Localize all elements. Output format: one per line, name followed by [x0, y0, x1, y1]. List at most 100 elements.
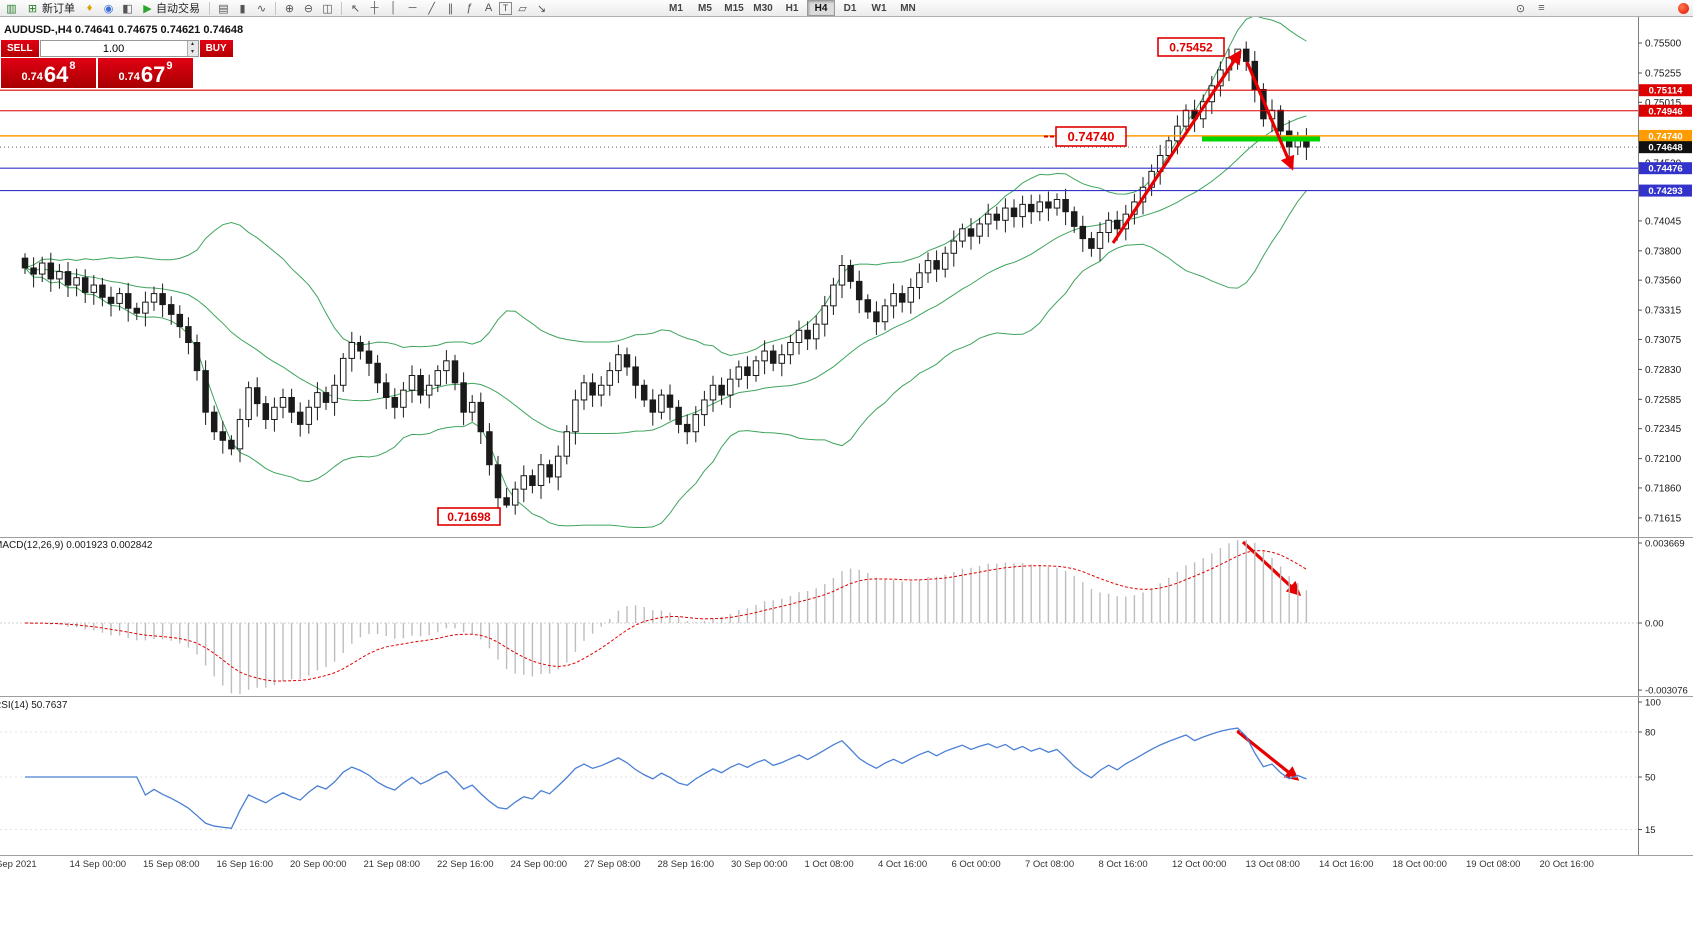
svg-text:0.71615: 0.71615 — [1645, 513, 1682, 524]
sell-price-sup: 8 — [69, 60, 76, 72]
profile-icon[interactable]: ◉ — [103, 2, 114, 15]
horizontal-lines[interactable] — [0, 89, 1638, 192]
tile-windows-icon[interactable]: ◫ — [322, 2, 333, 15]
svg-text:12 Oct 00:00: 12 Oct 00:00 — [1172, 859, 1226, 870]
svg-text:0.73800: 0.73800 — [1645, 246, 1682, 257]
timeframe-button-W1[interactable]: W1 — [871, 2, 887, 14]
auto-trading-button[interactable]: ▶ 自动交易 — [138, 1, 204, 16]
sell-price-button[interactable]: 0.74 64 8 — [1, 58, 96, 88]
svg-text:0.72585: 0.72585 — [1645, 395, 1682, 406]
svg-text:20 Sep 00:00: 20 Sep 00:00 — [290, 859, 347, 870]
sound-icon[interactable]: ◧ — [122, 2, 133, 15]
timeframe-button-M1[interactable]: M1 — [669, 2, 683, 14]
line-chart-icon[interactable]: ∿ — [256, 2, 267, 15]
svg-text:50: 50 — [1645, 773, 1656, 784]
svg-text:7 Oct 08:00: 7 Oct 08:00 — [1025, 859, 1074, 870]
svg-text:0.003669: 0.003669 — [1645, 539, 1685, 550]
status-icon[interactable] — [1678, 3, 1689, 14]
trendline-icon[interactable]: ╱ — [428, 2, 435, 15]
price-axis[interactable]: 0.755000.752550.750150.745200.740450.738… — [1638, 17, 1693, 855]
svg-text:28 Sep 16:00: 28 Sep 16:00 — [658, 859, 715, 870]
svg-text:0.74045: 0.74045 — [1645, 216, 1682, 227]
vertical-line-icon[interactable]: │ — [390, 2, 397, 14]
sell-price-prefix: 0.74 — [21, 71, 43, 83]
timeframe-button-MN[interactable]: MN — [900, 2, 916, 14]
svg-text:0.73315: 0.73315 — [1645, 306, 1682, 317]
zoom-in-icon[interactable]: ⊕ — [284, 2, 295, 15]
search-icon[interactable]: ⊙ — [1515, 2, 1526, 15]
svg-text:80: 80 — [1645, 728, 1656, 739]
svg-text:0.71698: 0.71698 — [447, 510, 491, 524]
auto-trading-label: 自动交易 — [156, 3, 200, 15]
svg-text:1 Oct 08:00: 1 Oct 08:00 — [805, 859, 854, 870]
label-icon[interactable]: T — [499, 1, 512, 15]
toolbar-right-group: ⊙ ≡ — [1512, 1, 1550, 16]
horizontal-line-icon[interactable]: ─ — [408, 2, 417, 14]
svg-text:Sep 2021: Sep 2021 — [0, 859, 37, 870]
candles — [21, 41, 1310, 515]
svg-text:0.75114: 0.75114 — [1649, 86, 1684, 97]
shapes-icon[interactable]: ▱ — [518, 2, 527, 15]
svg-text:21 Sep 08:00: 21 Sep 08:00 — [364, 859, 421, 870]
candlestick-chart-icon[interactable]: ▮ — [239, 2, 246, 15]
time-axis[interactable]: Sep 2021 14 Sep 00:00 15 Sep 08:00 16 Sep 1… — [0, 856, 1693, 873]
volume-input[interactable] — [40, 41, 187, 56]
timeframe-button-D1[interactable]: D1 — [843, 2, 857, 14]
volume-increase-button[interactable]: ▴ — [186, 41, 198, 49]
toolbar-separator — [275, 1, 276, 15]
svg-text:18 Oct 00:00: 18 Oct 00:00 — [1393, 859, 1447, 870]
svg-text:0.74293: 0.74293 — [1648, 186, 1682, 197]
green-support-band[interactable] — [1202, 136, 1320, 142]
svg-text:-0.003076: -0.003076 — [1645, 686, 1688, 697]
zoom-out-icon[interactable]: ⊖ — [303, 2, 314, 15]
buy-price-sup: 9 — [166, 60, 173, 72]
svg-text:0.00: 0.00 — [1645, 619, 1664, 630]
macd-panel[interactable] — [0, 540, 1638, 694]
list-icon[interactable]: ≡ — [1538, 2, 1545, 14]
bar-chart-icon[interactable]: ▤ — [218, 2, 229, 15]
svg-text:20 Oct 16:00: 20 Oct 16:00 — [1540, 859, 1594, 870]
volume-decrease-button[interactable]: ▾ — [186, 48, 198, 56]
svg-text:0.72345: 0.72345 — [1645, 424, 1682, 435]
rsi-panel[interactable] — [0, 727, 1638, 830]
new-order-button[interactable]: ⊞ 新订单 — [22, 1, 79, 16]
svg-text:24 Sep 00:00: 24 Sep 00:00 — [511, 859, 568, 870]
crosshair-icon[interactable]: ┼ — [370, 2, 379, 14]
macd-indicator-label: MACD(12,26,9) 0.001923 0.002842 — [0, 540, 153, 551]
price-annotations[interactable]: 0.75452 0.74740 0.71698 — [437, 37, 1225, 526]
svg-text:8 Oct 16:00: 8 Oct 16:00 — [1099, 859, 1148, 870]
chart-ohlc-title: AUDUSD-,H4 0.74641 0.74675 0.74621 0.746… — [4, 24, 244, 36]
volume-stepper: ▴ ▾ — [39, 40, 199, 57]
timeframe-button-M30[interactable]: M30 — [753, 2, 773, 14]
sell-price-big: 64 — [43, 62, 69, 87]
svg-text:19 Oct 08:00: 19 Oct 08:00 — [1466, 859, 1520, 870]
favorites-icon[interactable]: ♦ — [86, 2, 93, 14]
sell-button[interactable]: SELL — [1, 40, 39, 57]
timeframe-button-M5[interactable]: M5 — [698, 2, 712, 14]
buy-button[interactable]: BUY — [199, 40, 233, 57]
buy-price-button[interactable]: 0.74 67 9 — [98, 58, 193, 88]
toolbar-separator — [341, 1, 342, 15]
arrow-style-icon[interactable]: ↘ — [536, 2, 547, 15]
text-icon[interactable]: A — [484, 2, 493, 14]
svg-text:27 Sep 08:00: 27 Sep 08:00 — [584, 859, 641, 870]
svg-text:13 Oct 08:00: 13 Oct 08:00 — [1246, 859, 1300, 870]
svg-text:0.75500: 0.75500 — [1645, 39, 1682, 50]
channel-icon[interactable]: ∥ — [447, 2, 454, 15]
svg-text:0.74476: 0.74476 — [1648, 164, 1682, 175]
cursor-icon[interactable]: ↖ — [350, 2, 361, 15]
price-panel[interactable] — [0, 15, 1638, 529]
timeframe-button-H4[interactable]: H4 — [807, 0, 835, 16]
buy-price-prefix: 0.74 — [118, 71, 140, 83]
svg-text:0.74740: 0.74740 — [1068, 129, 1115, 144]
svg-text:100: 100 — [1645, 698, 1661, 709]
timeframe-button-M15[interactable]: M15 — [724, 2, 744, 14]
svg-text:15 Sep 08:00: 15 Sep 08:00 — [143, 859, 200, 870]
svg-text:0.75452: 0.75452 — [1169, 41, 1213, 55]
one-click-trading-panel: SELL ▴ ▾ BUY 0.74 64 8 0.74 67 9 — [1, 40, 233, 88]
svg-text:30 Sep 00:00: 30 Sep 00:00 — [731, 859, 788, 870]
timeframe-button-H1[interactable]: H1 — [785, 2, 799, 14]
new-chart-icon[interactable]: ▥ — [6, 2, 17, 15]
fibonacci-icon[interactable]: ƒ — [466, 2, 473, 14]
